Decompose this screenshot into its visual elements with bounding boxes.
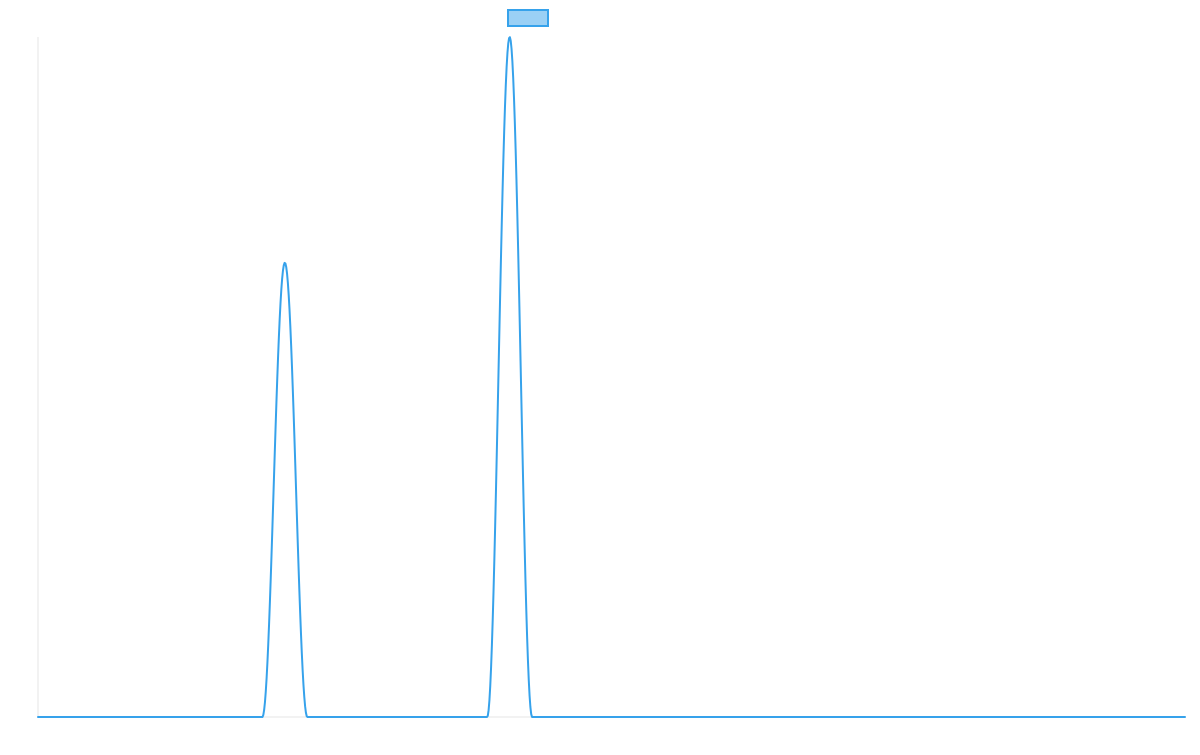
- series-layer: [37, 34, 1186, 718]
- series-line: [37, 36, 1186, 718]
- peak-point-1[interactable]: [282, 260, 288, 266]
- legend-swatch[interactable]: [507, 9, 549, 27]
- peak-point-2[interactable]: [507, 34, 513, 40]
